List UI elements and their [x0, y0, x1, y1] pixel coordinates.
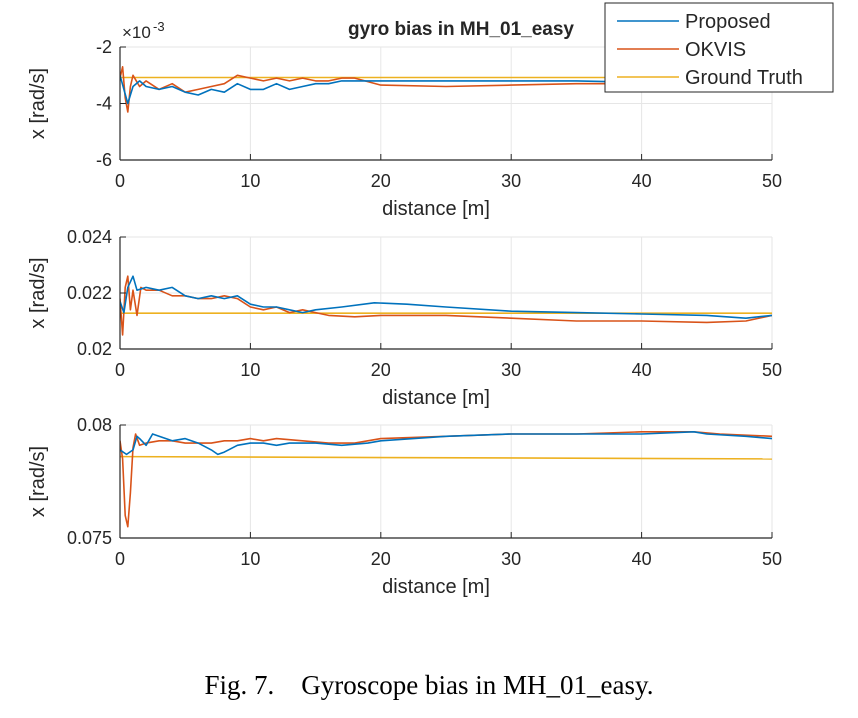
x-tick-label: 50: [762, 549, 782, 569]
x-tick-label: 30: [501, 360, 521, 380]
legend-label-proposed: Proposed: [685, 11, 771, 33]
y-tick-label: 0.022: [67, 283, 112, 303]
x-tick-label: 30: [501, 549, 521, 569]
x-tick-label: 40: [632, 171, 652, 191]
x-axis-label: distance [m]: [382, 387, 490, 409]
x-tick-label: 20: [371, 360, 391, 380]
y-tick-label: -4: [96, 94, 112, 114]
figure: 0 10 20 30 40 50 -6 -4 -2 distance [m] x [rad/s] gy…: [27, 2, 834, 598]
x-tick-label: 10: [240, 171, 260, 191]
x-tick-label: 40: [632, 360, 652, 380]
x-tick-label: 20: [371, 171, 391, 191]
series-line-ground-truth: [120, 455, 772, 460]
y-tick-label: -2: [96, 37, 112, 57]
y-tick-label: -6: [96, 150, 112, 170]
legend-label-okvis: OKVIS: [685, 39, 746, 61]
x-tick-label: 0: [115, 360, 125, 380]
x-axis-label: distance [m]: [382, 576, 490, 598]
series-line-okvis: [120, 275, 772, 336]
y-tick-label: 0.02: [77, 339, 112, 359]
series-line-proposed: [120, 430, 772, 456]
legend-label-ground-truth: Ground Truth: [685, 67, 803, 89]
x-tick-label: 0: [115, 171, 125, 191]
x-tick-label: 10: [240, 360, 260, 380]
x-tick-label: 50: [762, 360, 782, 380]
figure-caption: Fig. 7. Gyroscope bias in MH_01_easy.: [204, 670, 654, 700]
y-axis-label: x [rad/s]: [27, 68, 49, 139]
y-tick-label: 0.08: [77, 415, 112, 435]
y-multiplier-exponent: -3: [153, 19, 165, 34]
series-line-proposed: [120, 75, 772, 105]
y-axis-label: x [rad/s]: [27, 446, 49, 517]
plot-area-3: [120, 425, 772, 538]
y-tick-label: 0.024: [67, 227, 112, 247]
series-line-okvis: [120, 66, 772, 113]
chart-title: gyro bias in MH_01_easy: [348, 19, 574, 40]
x-axis-label: distance [m]: [382, 198, 490, 220]
x-tick-label: 30: [501, 171, 521, 191]
y-axis-label: x [rad/s]: [27, 257, 49, 328]
series-line-proposed: [120, 275, 772, 320]
x-tick-label: 40: [632, 549, 652, 569]
x-tick-label: 20: [371, 549, 391, 569]
x-tick-label: 50: [762, 171, 782, 191]
x-tick-label: 0: [115, 549, 125, 569]
y-multiplier-base: ×10: [122, 23, 151, 42]
y-tick-label: 0.075: [67, 528, 112, 548]
x-tick-label: 10: [240, 549, 260, 569]
